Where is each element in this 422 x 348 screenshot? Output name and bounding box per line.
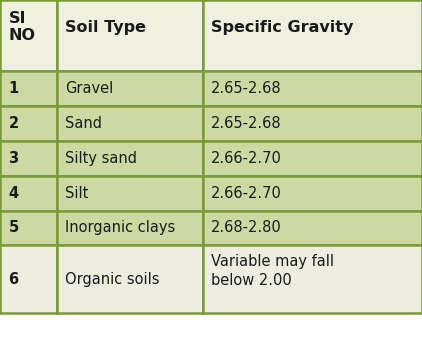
- Text: 5: 5: [8, 220, 19, 236]
- Text: Organic soils: Organic soils: [65, 272, 160, 287]
- Text: Silt: Silt: [65, 185, 89, 201]
- Bar: [203, 106, 422, 141]
- Text: Variable may fall
below 2.00: Variable may fall below 2.00: [211, 254, 334, 288]
- Text: 2.66-2.70: 2.66-2.70: [211, 185, 282, 201]
- Bar: [0, 71, 57, 106]
- Text: Specific Gravity: Specific Gravity: [211, 19, 353, 34]
- Bar: [203, 211, 422, 245]
- Text: 4: 4: [8, 185, 19, 201]
- Bar: [57, 245, 203, 313]
- Text: 2: 2: [8, 116, 19, 131]
- Bar: [57, 106, 203, 141]
- Text: 3: 3: [8, 151, 19, 166]
- Bar: [57, 211, 203, 245]
- Bar: [57, 141, 203, 176]
- Text: SI
NO: SI NO: [8, 11, 35, 43]
- Text: 1: 1: [8, 81, 19, 96]
- Bar: [0, 211, 57, 245]
- Bar: [0, 141, 57, 176]
- Text: Silty sand: Silty sand: [65, 151, 138, 166]
- Bar: [0, 0, 57, 71]
- Bar: [0, 106, 57, 141]
- Bar: [0, 176, 57, 211]
- Text: Sand: Sand: [65, 116, 103, 131]
- Text: Soil Type: Soil Type: [65, 19, 146, 34]
- Text: 2.65-2.68: 2.65-2.68: [211, 81, 281, 96]
- Text: Gravel: Gravel: [65, 81, 114, 96]
- Bar: [203, 176, 422, 211]
- Bar: [57, 0, 203, 71]
- Text: 6: 6: [8, 272, 19, 287]
- Bar: [57, 71, 203, 106]
- Bar: [203, 245, 422, 313]
- Bar: [57, 176, 203, 211]
- Bar: [203, 0, 422, 71]
- Text: 2.65-2.68: 2.65-2.68: [211, 116, 281, 131]
- Text: 2.68-2.80: 2.68-2.80: [211, 220, 282, 236]
- Bar: [0, 245, 57, 313]
- Text: 2.66-2.70: 2.66-2.70: [211, 151, 282, 166]
- Text: Inorganic clays: Inorganic clays: [65, 220, 176, 236]
- Bar: [203, 141, 422, 176]
- Bar: [203, 71, 422, 106]
